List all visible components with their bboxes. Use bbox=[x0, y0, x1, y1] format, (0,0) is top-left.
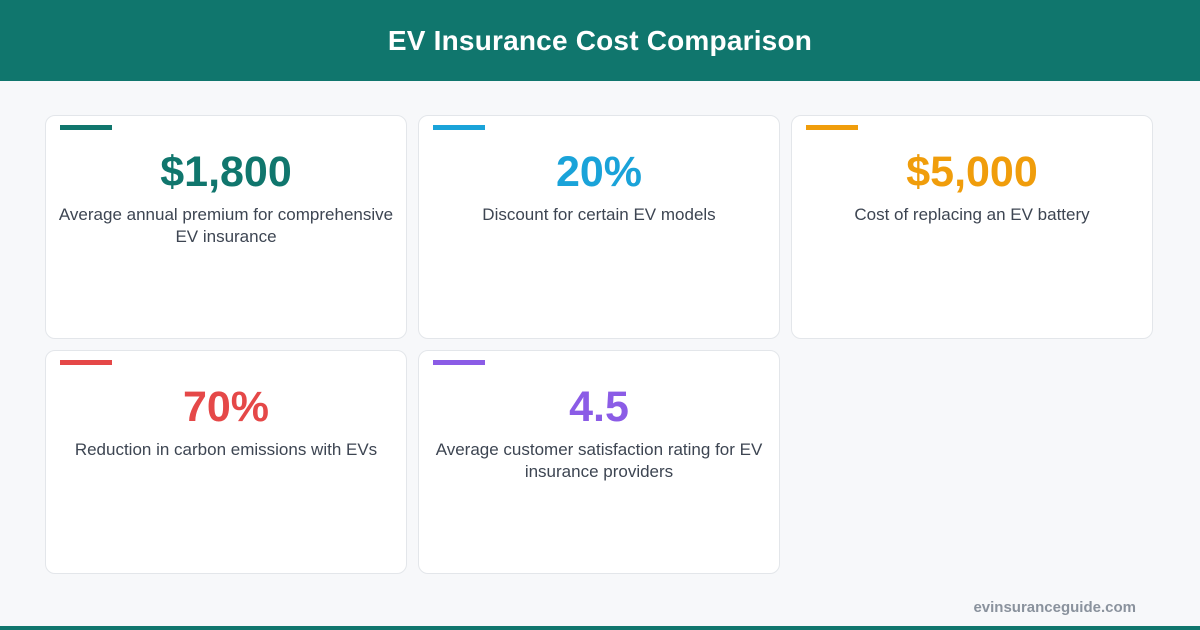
stat-value: $1,800 bbox=[160, 148, 292, 196]
stat-value: $5,000 bbox=[906, 148, 1038, 196]
card-accent-bar bbox=[60, 125, 112, 130]
page-title: EV Insurance Cost Comparison bbox=[387, 24, 813, 56]
stat-description: Average annual premium for comprehensive… bbox=[58, 205, 394, 246]
bottom-accent-bar bbox=[0, 626, 1200, 630]
stat-value: 70% bbox=[182, 383, 270, 431]
stat-description: Reduction in carbon emissions with EVs bbox=[74, 440, 378, 459]
stat-card-discount: 20% Discount for certain EV models bbox=[418, 115, 780, 339]
stat-description: Average customer satisfaction rating for… bbox=[435, 440, 763, 481]
stat-card-battery: $5,000 Cost of replacing an EV battery bbox=[791, 115, 1153, 339]
header-banner: EV Insurance Cost Comparison bbox=[0, 0, 1200, 81]
stat-card-emissions: 70% Reduction in carbon emissions with E… bbox=[45, 350, 407, 574]
card-accent-bar bbox=[433, 125, 485, 130]
footer-site-link: evinsuranceguide.com bbox=[973, 599, 1136, 616]
stat-card-premium: $1,800 Average annual premium for compre… bbox=[45, 115, 407, 339]
card-accent-bar bbox=[433, 360, 485, 365]
stat-value: 20% bbox=[555, 148, 643, 196]
stat-description: Discount for certain EV models bbox=[482, 205, 716, 224]
stat-description: Cost of replacing an EV battery bbox=[854, 205, 1090, 224]
stat-card-satisfaction: 4.5 Average customer satisfaction rating… bbox=[418, 350, 780, 574]
stat-value: 4.5 bbox=[569, 383, 629, 431]
card-accent-bar bbox=[60, 360, 112, 365]
card-accent-bar bbox=[806, 125, 858, 130]
